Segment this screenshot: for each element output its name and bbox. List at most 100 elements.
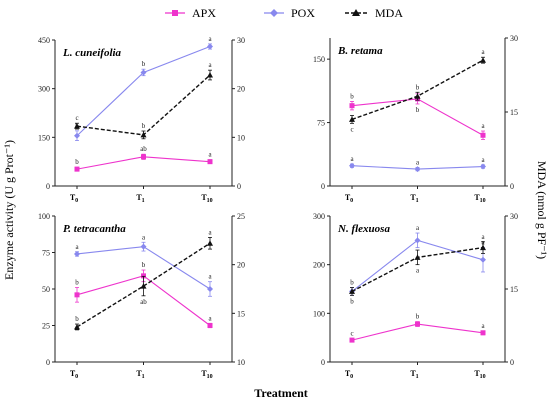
x-tick-label-t0: T0	[70, 369, 78, 380]
data-point-pox	[480, 256, 486, 263]
data-point-pox	[349, 162, 355, 169]
sig-letter-apx: c	[350, 330, 353, 338]
left-tick-label: 25	[42, 322, 50, 331]
data-point-mda	[207, 240, 213, 246]
sig-letter-mda: c	[75, 114, 78, 122]
right-tick-label: 0	[510, 182, 514, 191]
right-tick-label: 30	[510, 212, 518, 221]
left-tick-label: 75	[42, 249, 50, 258]
left-tick-label: 100	[313, 309, 325, 318]
sig-letter-pox: b	[142, 60, 146, 68]
legend-label-apx: APX	[192, 6, 216, 20]
sig-letter-apx: a	[208, 314, 212, 322]
data-point-apx	[141, 273, 146, 279]
data-point-mda	[74, 123, 80, 129]
x-tick-label-t10: T10	[474, 369, 485, 380]
data-point-mda	[480, 244, 486, 251]
panel-b-retama: 0 75 150 0 15 30 T0 T1 T10 B. retama b b a a a a c b a	[313, 34, 518, 204]
right-tick-label: 10	[237, 133, 245, 142]
data-point-mda	[414, 254, 421, 260]
right-tick-label: 20	[237, 261, 245, 270]
sig-letter-apx: a	[481, 122, 485, 130]
data-point-apx	[207, 323, 213, 328]
panel-p-tetracantha: 0 25 50 75 100 10 15 20 25 T0 T1 T10 P. tetracantha b…	[38, 212, 245, 380]
right-tick-label: 0	[510, 358, 514, 367]
series-mda: b a b a	[74, 228, 213, 331]
sig-letter-mda: a	[208, 228, 212, 236]
x-tick-label-t10: T10	[201, 369, 212, 380]
x-tick-label-t10: T10	[474, 193, 485, 204]
sig-letter-mda: a	[416, 267, 420, 275]
data-point-mda	[207, 72, 213, 78]
right-tick-label: 25	[237, 212, 245, 221]
data-point-pox	[207, 286, 213, 292]
sig-letter-pox: a	[142, 233, 146, 241]
sig-letter-apx: a	[481, 322, 485, 330]
series-mda: c b a	[74, 61, 213, 140]
left-tick-label: 50	[42, 285, 50, 294]
x-tick-label-t1: T1	[410, 369, 418, 380]
legend-item-pox: POX	[264, 6, 315, 20]
sig-letter-apx: b	[416, 106, 420, 114]
right-tick-label: 0	[237, 182, 241, 191]
data-point-mda	[349, 116, 355, 122]
data-point-pox	[207, 43, 213, 50]
sig-letter-apx: b	[75, 279, 79, 287]
legend-label-mda: MDA	[375, 6, 403, 20]
right-tick-label: 10	[237, 358, 245, 367]
x-tick-label-t1: T1	[410, 193, 418, 204]
data-point-pox	[480, 163, 486, 170]
series-apx: b ab a	[74, 145, 213, 172]
data-point-mda	[480, 57, 486, 63]
data-point-apx	[207, 159, 213, 165]
sig-letter-mda: b	[416, 83, 420, 91]
sig-letter-mda: a	[481, 48, 485, 56]
right-tick-label: 20	[237, 85, 245, 94]
left-tick-label: 450	[38, 36, 50, 45]
sig-letter-apx: b	[416, 313, 420, 321]
x-tick-label-t0: T0	[70, 193, 78, 204]
data-point-mda	[140, 131, 147, 138]
x-tick-label-t10: T10	[201, 193, 212, 204]
data-point-mda	[140, 283, 147, 289]
sig-letter-apx: b	[142, 261, 146, 269]
data-point-apx	[480, 330, 486, 336]
x-tick-label-t0: T0	[345, 193, 353, 204]
sig-letter-apx: a	[208, 151, 212, 159]
panel-title: P. tetracantha	[63, 223, 126, 235]
left-tick-label: 0	[321, 358, 325, 367]
data-point-pox	[414, 237, 421, 244]
sig-letter-pox: a	[416, 158, 420, 166]
right-tick-label: 15	[510, 285, 518, 294]
data-point-apx	[349, 337, 355, 343]
sig-letter-apx: b	[350, 92, 354, 100]
sig-letter-mda: a	[208, 61, 212, 69]
legend: APX POX MDA	[165, 6, 403, 20]
left-tick-label: 300	[313, 212, 325, 221]
right-tick-label: 30	[510, 34, 518, 43]
data-point-apx	[415, 321, 420, 327]
left-tick-label: 0	[321, 182, 325, 191]
sig-letter-mda: b	[142, 122, 146, 130]
data-point-pox	[140, 243, 147, 250]
sig-letter-mda: c	[350, 125, 353, 133]
data-point-mda	[414, 93, 421, 99]
sig-letter-pox: a	[350, 155, 354, 163]
x-tick-label-t1: T1	[136, 193, 144, 204]
right-axis-label: MDA (nmol g PF⁻¹)	[535, 161, 549, 259]
panel-title: N. flexuosa	[337, 223, 390, 235]
series-mda: baa	[349, 233, 486, 305]
sig-letter-pox: a	[481, 239, 485, 247]
left-tick-label: 150	[38, 133, 50, 142]
sig-letter-mda: a	[481, 233, 485, 241]
data-point-pox	[74, 250, 80, 257]
x-tick-label-t0: T0	[345, 369, 353, 380]
left-tick-label: 300	[38, 85, 50, 94]
panel-title: B. retama	[337, 45, 383, 57]
right-tick-label: 15	[237, 309, 245, 318]
sig-letter-apx: ab	[140, 145, 147, 153]
data-point-pox	[414, 166, 421, 173]
